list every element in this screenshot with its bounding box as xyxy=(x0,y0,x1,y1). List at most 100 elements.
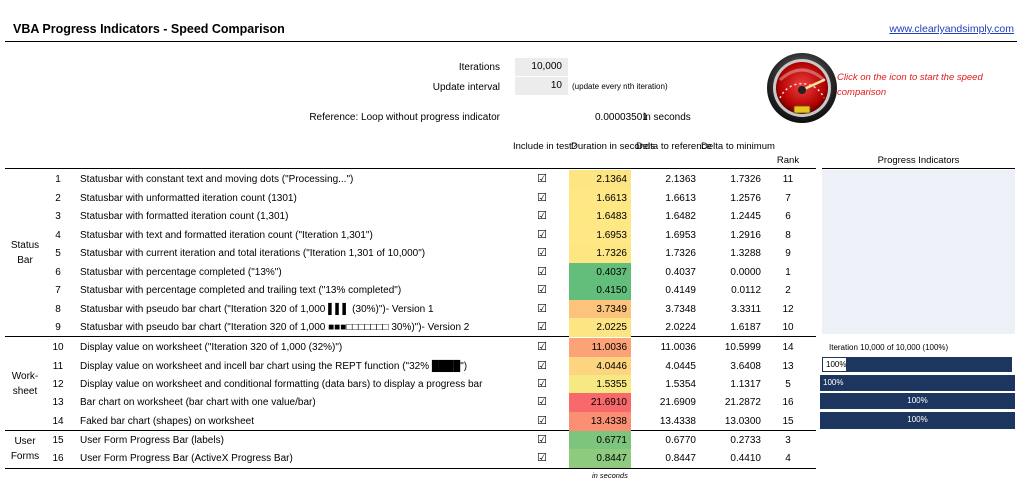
delta-minimum-cell: 0.2733 xyxy=(730,435,761,446)
duration-cell: 21.6910 xyxy=(569,393,631,412)
include-checkbox[interactable]: ☑ xyxy=(537,415,547,427)
delta-reference-cell: 1.6482 xyxy=(665,211,696,222)
header-rank: Rank xyxy=(776,155,800,166)
delta-minimum-cell: 3.3311 xyxy=(731,304,761,315)
header-delta-min: Delta to minimum xyxy=(701,141,775,152)
progress-bar-row12: 100% xyxy=(820,375,1015,391)
header-include: Include in test? xyxy=(513,141,577,152)
row-description: Display value on worksheet and incell ba… xyxy=(80,361,468,372)
delta-reference-cell: 3.7348 xyxy=(665,304,696,315)
row-number: 13 xyxy=(52,397,64,408)
website-link[interactable]: www.clearlyandsimply.com xyxy=(889,23,1014,35)
row-description: Statusbar with text and formatted iterat… xyxy=(80,230,373,241)
delta-minimum-cell: 1.3288 xyxy=(730,248,761,259)
row-number: 10 xyxy=(52,342,64,353)
row-description: Display value on worksheet and condition… xyxy=(80,379,483,390)
update-interval-input[interactable]: 10 xyxy=(515,77,568,95)
row-number: 4 xyxy=(55,230,61,241)
title-divider xyxy=(5,41,1017,42)
include-checkbox[interactable]: ☑ xyxy=(537,321,547,333)
table-row: 4 Statusbar with text and formatted itera… xyxy=(0,226,820,245)
reference-value: 0.00003501 xyxy=(595,112,648,123)
include-checkbox[interactable]: ☑ xyxy=(537,360,547,372)
duration-cell: 1.6613 xyxy=(569,189,631,208)
include-checkbox[interactable]: ☑ xyxy=(537,378,547,390)
include-checkbox[interactable]: ☑ xyxy=(537,210,547,222)
table-row: 16 User Form Progress Bar (ActiveX Progre… xyxy=(0,449,820,468)
click-instruction: Click on the icon to start the speed com… xyxy=(837,72,983,98)
duration-cell: 1.6483 xyxy=(569,207,631,226)
footer-unit: in seconds xyxy=(592,471,628,480)
section-rule-1 xyxy=(5,336,816,337)
delta-reference-cell: 2.0224 xyxy=(665,322,696,333)
bottom-rule xyxy=(5,468,816,469)
include-checkbox[interactable]: ☑ xyxy=(537,247,547,259)
table-row: 6 Statusbar with percentage completed ("1… xyxy=(0,263,820,282)
delta-reference-cell: 0.6770 xyxy=(665,435,696,446)
include-checkbox[interactable]: ☑ xyxy=(537,396,547,408)
row-number: 1 xyxy=(55,174,61,185)
duration-cell: 0.4150 xyxy=(569,281,631,300)
delta-minimum-cell: 1.1317 xyxy=(730,379,761,390)
duration-cell: 3.7349 xyxy=(569,300,631,319)
delta-minimum-cell: 0.0112 xyxy=(731,285,761,296)
row-description: Faked bar chart (shapes) on worksheet xyxy=(80,416,254,427)
rank-cell: 13 xyxy=(782,361,794,372)
delta-minimum-cell: 1.2916 xyxy=(730,230,761,241)
header-progress-indicators: Progress Indicators xyxy=(877,155,960,166)
section-status-bar: Status Bar xyxy=(10,240,40,266)
rank-cell: 1 xyxy=(785,267,791,278)
include-checkbox[interactable]: ☑ xyxy=(537,452,547,464)
section-user-forms: User Forms xyxy=(10,436,40,462)
include-checkbox[interactable]: ☑ xyxy=(537,434,547,446)
rank-cell: 10 xyxy=(782,322,794,333)
duration-cell: 2.1364 xyxy=(569,170,631,189)
speedometer-icon[interactable] xyxy=(766,50,838,126)
delta-reference-cell: 4.0445 xyxy=(665,361,696,372)
table-row: 15 User Form Progress Bar (labels) ☑ 0.6771… xyxy=(0,431,820,450)
row-description: Statusbar with pseudo bar chart ("Iterat… xyxy=(80,304,434,315)
delta-minimum-cell: 1.6187 xyxy=(730,322,761,333)
duration-cell: 1.7326 xyxy=(569,244,631,263)
table-row: 1 Statusbar with constant text and moving… xyxy=(0,170,820,189)
delta-minimum-cell: 1.2445 xyxy=(730,211,761,222)
include-checkbox[interactable]: ☑ xyxy=(537,192,547,204)
row-description: Display value on worksheet ("Iteration 3… xyxy=(80,342,343,353)
delta-reference-cell: 0.4149 xyxy=(665,285,696,296)
row-number: 14 xyxy=(52,416,64,427)
delta-reference-cell: 21.6909 xyxy=(659,397,696,408)
section-rule-2 xyxy=(5,430,816,431)
duration-cell: 4.0446 xyxy=(569,357,631,376)
iterations-input[interactable]: 10,000 xyxy=(515,58,568,76)
row-number: 2 xyxy=(55,193,61,204)
update-interval-note: (update every nth iteration) xyxy=(572,82,668,91)
table-row: 8 Statusbar with pseudo bar chart ("Itera… xyxy=(0,300,820,319)
include-checkbox[interactable]: ☑ xyxy=(537,173,547,185)
delta-minimum-cell: 13.0300 xyxy=(724,416,761,427)
include-checkbox[interactable]: ☑ xyxy=(537,341,547,353)
delta-minimum-cell: 21.2872 xyxy=(724,397,761,408)
rank-cell: 16 xyxy=(782,397,794,408)
rank-cell: 7 xyxy=(785,193,791,204)
include-checkbox[interactable]: ☑ xyxy=(537,266,547,278)
rank-cell: 6 xyxy=(785,211,791,222)
row-description: Statusbar with pseudo bar chart ("Iterat… xyxy=(80,322,470,333)
table-row: 14 Faked bar chart (shapes) on worksheet ☑… xyxy=(0,412,820,431)
row-number: 16 xyxy=(52,453,64,464)
row-description: Statusbar with unformatted iteration cou… xyxy=(80,193,297,204)
row-description: Statusbar with constant text and moving … xyxy=(80,174,354,185)
reference-unit: in seconds xyxy=(643,112,691,123)
row-description: Statusbar with formatted iteration count… xyxy=(80,211,289,222)
include-checkbox[interactable]: ☑ xyxy=(537,303,547,315)
row-description: Statusbar with percentage completed and … xyxy=(80,285,402,296)
duration-cell: 1.6953 xyxy=(569,226,631,245)
rank-cell: 14 xyxy=(782,342,794,353)
row-number: 5 xyxy=(55,248,61,259)
row-number: 6 xyxy=(55,267,61,278)
delta-reference-cell: 0.8447 xyxy=(665,453,696,464)
include-checkbox[interactable]: ☑ xyxy=(537,229,547,241)
row-number: 15 xyxy=(52,435,64,446)
section-worksheet: Work-sheet xyxy=(11,371,39,397)
header-delta-ref: Delta to reference xyxy=(636,141,712,152)
include-checkbox[interactable]: ☑ xyxy=(537,284,547,296)
